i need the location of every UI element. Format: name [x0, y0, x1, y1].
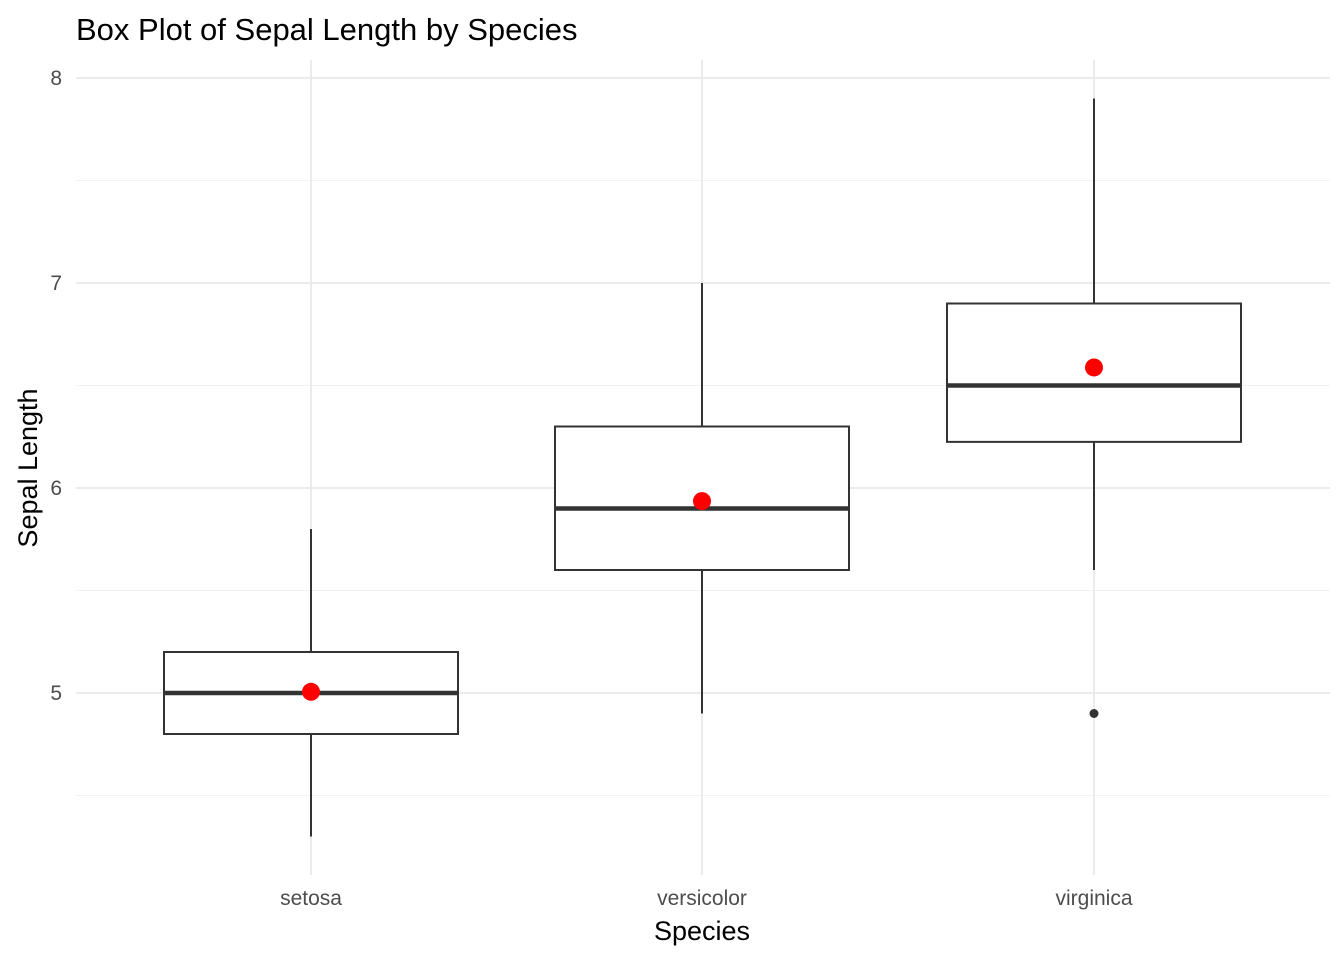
mean-point — [302, 682, 320, 701]
y-axis-ticks: 5 6 7 8 — [50, 67, 62, 705]
x-axis-ticks: setosa versicolor virginica — [280, 887, 1133, 910]
box-versicolor — [554, 283, 850, 714]
chart-title: Box Plot of Sepal Length by Species — [76, 12, 578, 47]
mean-point — [1085, 358, 1103, 377]
x-tick-label: versicolor — [657, 887, 747, 910]
y-tick-label: 6 — [50, 477, 62, 500]
x-axis-title: Species — [654, 916, 750, 946]
x-tick-label: virginica — [1055, 887, 1132, 910]
x-tick-label: setosa — [280, 887, 342, 910]
y-axis-title: Sepal Length — [13, 388, 43, 547]
mean-point — [693, 492, 711, 511]
boxes — [163, 98, 1242, 837]
box-setosa — [163, 529, 459, 837]
y-tick-label: 5 — [50, 682, 62, 705]
y-tick-label: 7 — [50, 272, 62, 295]
y-tick-label: 8 — [50, 67, 62, 90]
outlier-point — [1089, 709, 1099, 718]
box-virginica — [946, 98, 1242, 718]
